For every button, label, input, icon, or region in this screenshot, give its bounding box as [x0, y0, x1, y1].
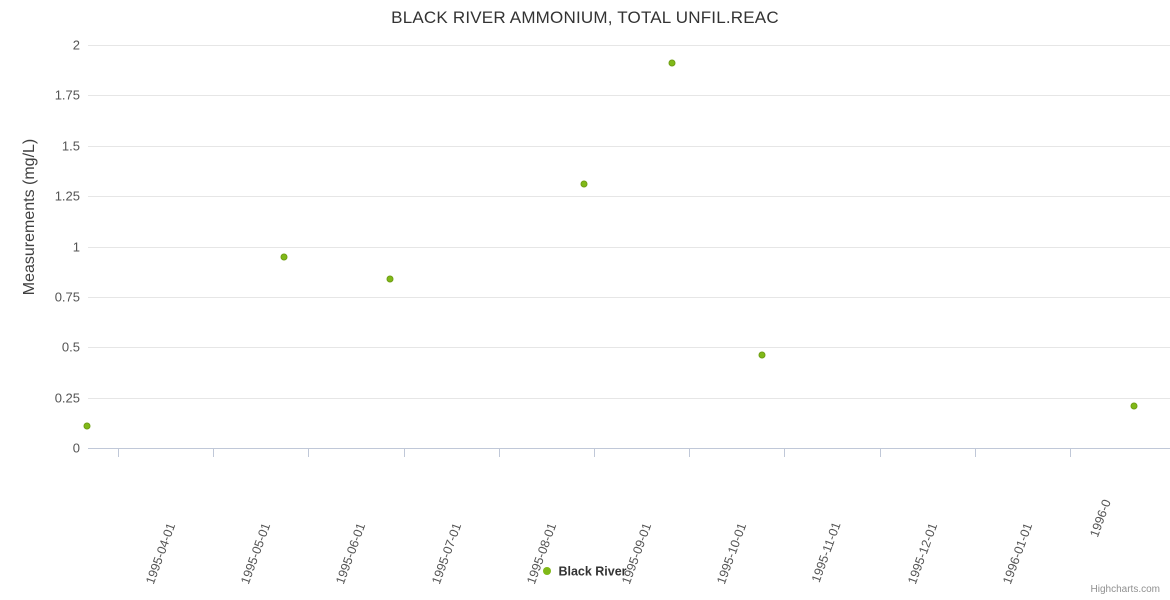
gridline — [88, 246, 1170, 248]
gridline — [88, 95, 1170, 97]
gridline — [88, 196, 1170, 198]
x-axis-tick — [784, 448, 786, 457]
gridline — [88, 145, 1170, 147]
x-axis-line — [88, 448, 1170, 449]
y-axis-tick-label: 0.25 — [54, 390, 80, 406]
data-point[interactable] — [580, 180, 588, 188]
credits-label[interactable]: Highcharts.com — [1090, 584, 1160, 595]
y-axis-tick-label: 1 — [72, 239, 80, 254]
x-axis-tick — [1070, 448, 1071, 457]
data-point[interactable] — [1130, 402, 1138, 410]
y-axis-tick-label: 1.25 — [54, 188, 80, 204]
x-axis-tick — [498, 448, 500, 457]
x-axis-tick — [403, 448, 405, 457]
gridline — [88, 347, 1170, 349]
y-axis-tick-label: 2 — [72, 37, 80, 53]
x-axis-tick — [213, 448, 215, 457]
data-point[interactable] — [83, 422, 91, 430]
y-axis-tick-label: 1.75 — [54, 87, 80, 103]
x-axis-tick — [594, 448, 595, 457]
legend-marker-icon — [543, 566, 552, 575]
x-axis-tick-label: 1996-0 — [1087, 497, 1114, 539]
data-point[interactable] — [386, 275, 394, 283]
plot-area — [83, 45, 1170, 448]
x-axis-tick — [308, 448, 310, 457]
gridline — [88, 296, 1170, 298]
x-axis-tick — [689, 448, 691, 457]
x-axis-tick — [974, 448, 976, 457]
y-axis-tick-label: 0.75 — [54, 289, 80, 305]
data-point[interactable] — [668, 59, 676, 67]
y-axis-tick-labels: 2 1.75 1.5 1.25 1 0.75 0.5 0.25 0 — [0, 38, 80, 456]
chart-title: BLACK RIVER AMMONIUM, TOTAL UNFIL.REAC — [391, 8, 779, 27]
chart-legend[interactable]: Black River — [0, 564, 1170, 579]
gridline — [88, 45, 1170, 46]
x-axis-tick — [879, 448, 881, 457]
y-axis-tick-label: 1.5 — [61, 138, 80, 154]
data-point[interactable] — [280, 253, 288, 261]
x-axis-tick — [118, 448, 119, 457]
gridline — [88, 397, 1170, 399]
y-axis-tick-label: 0.5 — [61, 339, 80, 355]
legend-item-label: Black River — [558, 564, 627, 579]
y-axis-tick-label: 0 — [72, 440, 80, 456]
data-point[interactable] — [758, 351, 766, 359]
